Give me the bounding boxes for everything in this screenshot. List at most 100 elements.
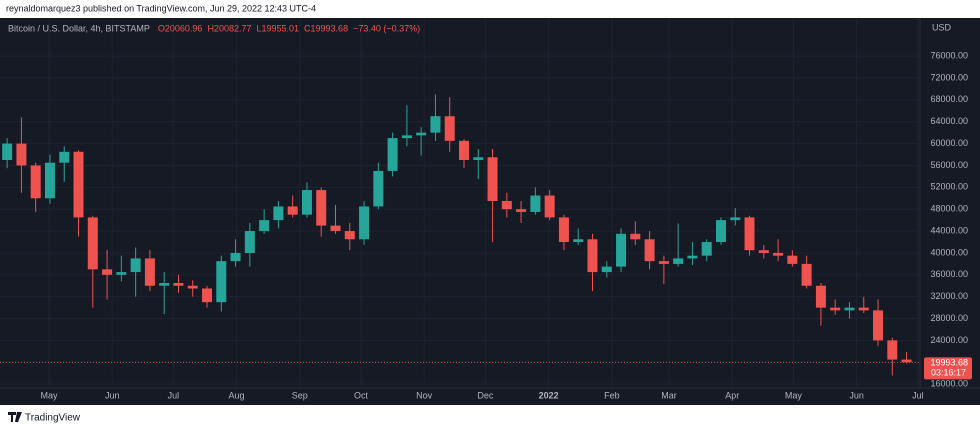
last-price-tag [924, 357, 972, 380]
x-tick-label: May [785, 390, 803, 400]
candle-body [673, 258, 684, 264]
candle-body [873, 310, 884, 341]
candle-body [730, 217, 741, 221]
y-tick-label: 60000.00 [930, 138, 968, 148]
candle-body [30, 165, 41, 199]
candle-body [373, 170, 384, 207]
candle-body [815, 285, 826, 308]
candles [0, 94, 920, 376]
candle-body [487, 157, 498, 201]
x-tick-label: 2022 [539, 390, 559, 400]
candle-body [316, 190, 327, 226]
candle-body [444, 116, 455, 141]
candle-body [173, 283, 184, 286]
candle-body [616, 233, 627, 267]
candle-body [159, 283, 170, 286]
candle-body [330, 225, 341, 232]
candle-body [359, 206, 370, 240]
ohlc-value: C19993.68 [304, 23, 348, 33]
x-tick-label: Mar [661, 390, 677, 400]
candle-body [744, 217, 755, 251]
x-tick-label: Jun [105, 390, 120, 400]
candle-body [644, 239, 655, 262]
candle-body [87, 217, 98, 270]
symbol: Bitcoin / U.S. Dollar, 4h, BITSTAMP [8, 23, 150, 33]
candle-body [2, 143, 13, 160]
x-tick-label: Oct [354, 390, 369, 400]
candle-body [387, 138, 398, 171]
candle-body [758, 250, 769, 253]
ohlc-value: L19955.01 [256, 23, 299, 33]
candle-body [44, 162, 55, 199]
candle-body [573, 239, 584, 243]
candle-body [858, 307, 869, 311]
x-tick-label: Jul [912, 390, 924, 400]
y-tick-label: 76000.00 [930, 50, 968, 60]
ohlc-value: H20082.77 [207, 23, 251, 33]
candle-body [787, 255, 798, 264]
countdown-label: 03:16:17 [931, 368, 966, 378]
currency-label: USD [932, 22, 952, 32]
y-tick-label: 16000.00 [930, 379, 968, 389]
candle-body [658, 261, 669, 264]
candle-body [544, 195, 555, 218]
candle-body [473, 157, 484, 160]
x-tick-label: Aug [229, 390, 245, 400]
candle-body [587, 239, 598, 273]
candle-body [844, 307, 855, 311]
y-tick-label: 48000.00 [930, 204, 968, 214]
candle-body [601, 266, 612, 273]
last-price-label: 19993.68 [930, 358, 968, 368]
candle-body [287, 206, 298, 215]
candle-body [830, 307, 841, 311]
candle-body [715, 220, 726, 243]
y-tick-label: 56000.00 [930, 160, 968, 170]
x-tick-label: Sep [292, 390, 308, 400]
candle-body [630, 233, 641, 240]
candle-body [244, 231, 255, 253]
candle-body [73, 151, 84, 218]
candle-body [516, 209, 527, 212]
x-tick-label: May [40, 390, 58, 400]
header-bar [0, 0, 980, 18]
y-tick-label: 40000.00 [930, 247, 968, 257]
candle-body [59, 151, 70, 163]
chart-background [0, 18, 980, 405]
y-tick-label: 44000.00 [930, 225, 968, 235]
ohlc-value: O20060.96 [158, 23, 203, 33]
labels: O20060.96 H20082.77 L19955.01 C19993.68 −73.… [40, 23, 972, 400]
publisher-line: reynaldomarquez3 published on TradingVie… [6, 3, 316, 13]
x-tick-label: Jul [168, 390, 180, 400]
candle-body [901, 359, 912, 363]
candle-body [801, 263, 812, 286]
candle-body [430, 116, 441, 133]
candle-body [558, 217, 569, 243]
candle-body [887, 340, 898, 360]
x-tick-label: Jun [849, 390, 864, 400]
candle-body [416, 132, 427, 136]
footer-bar [0, 405, 980, 429]
grid [0, 18, 920, 388]
y-tick-label: 52000.00 [930, 182, 968, 192]
candle-body [401, 135, 412, 139]
candle-body [116, 272, 127, 275]
y-tick-label: 64000.00 [930, 116, 968, 126]
candle-body [216, 261, 227, 303]
x-tick-label: Nov [416, 390, 433, 400]
candle-body [144, 258, 155, 286]
candle-body [701, 242, 712, 256]
candle-body [530, 195, 541, 212]
y-tick-label: 36000.00 [930, 269, 968, 279]
candle-body [301, 190, 312, 215]
candle-body [501, 200, 512, 210]
x-tick-label: Feb [604, 390, 620, 400]
candle-body [16, 143, 27, 166]
candle-body [259, 220, 270, 232]
y-tick-label: 24000.00 [930, 335, 968, 345]
candle-body [773, 252, 784, 256]
candle-body [687, 255, 698, 259]
candle-body [102, 269, 113, 275]
candle-body [344, 231, 355, 240]
